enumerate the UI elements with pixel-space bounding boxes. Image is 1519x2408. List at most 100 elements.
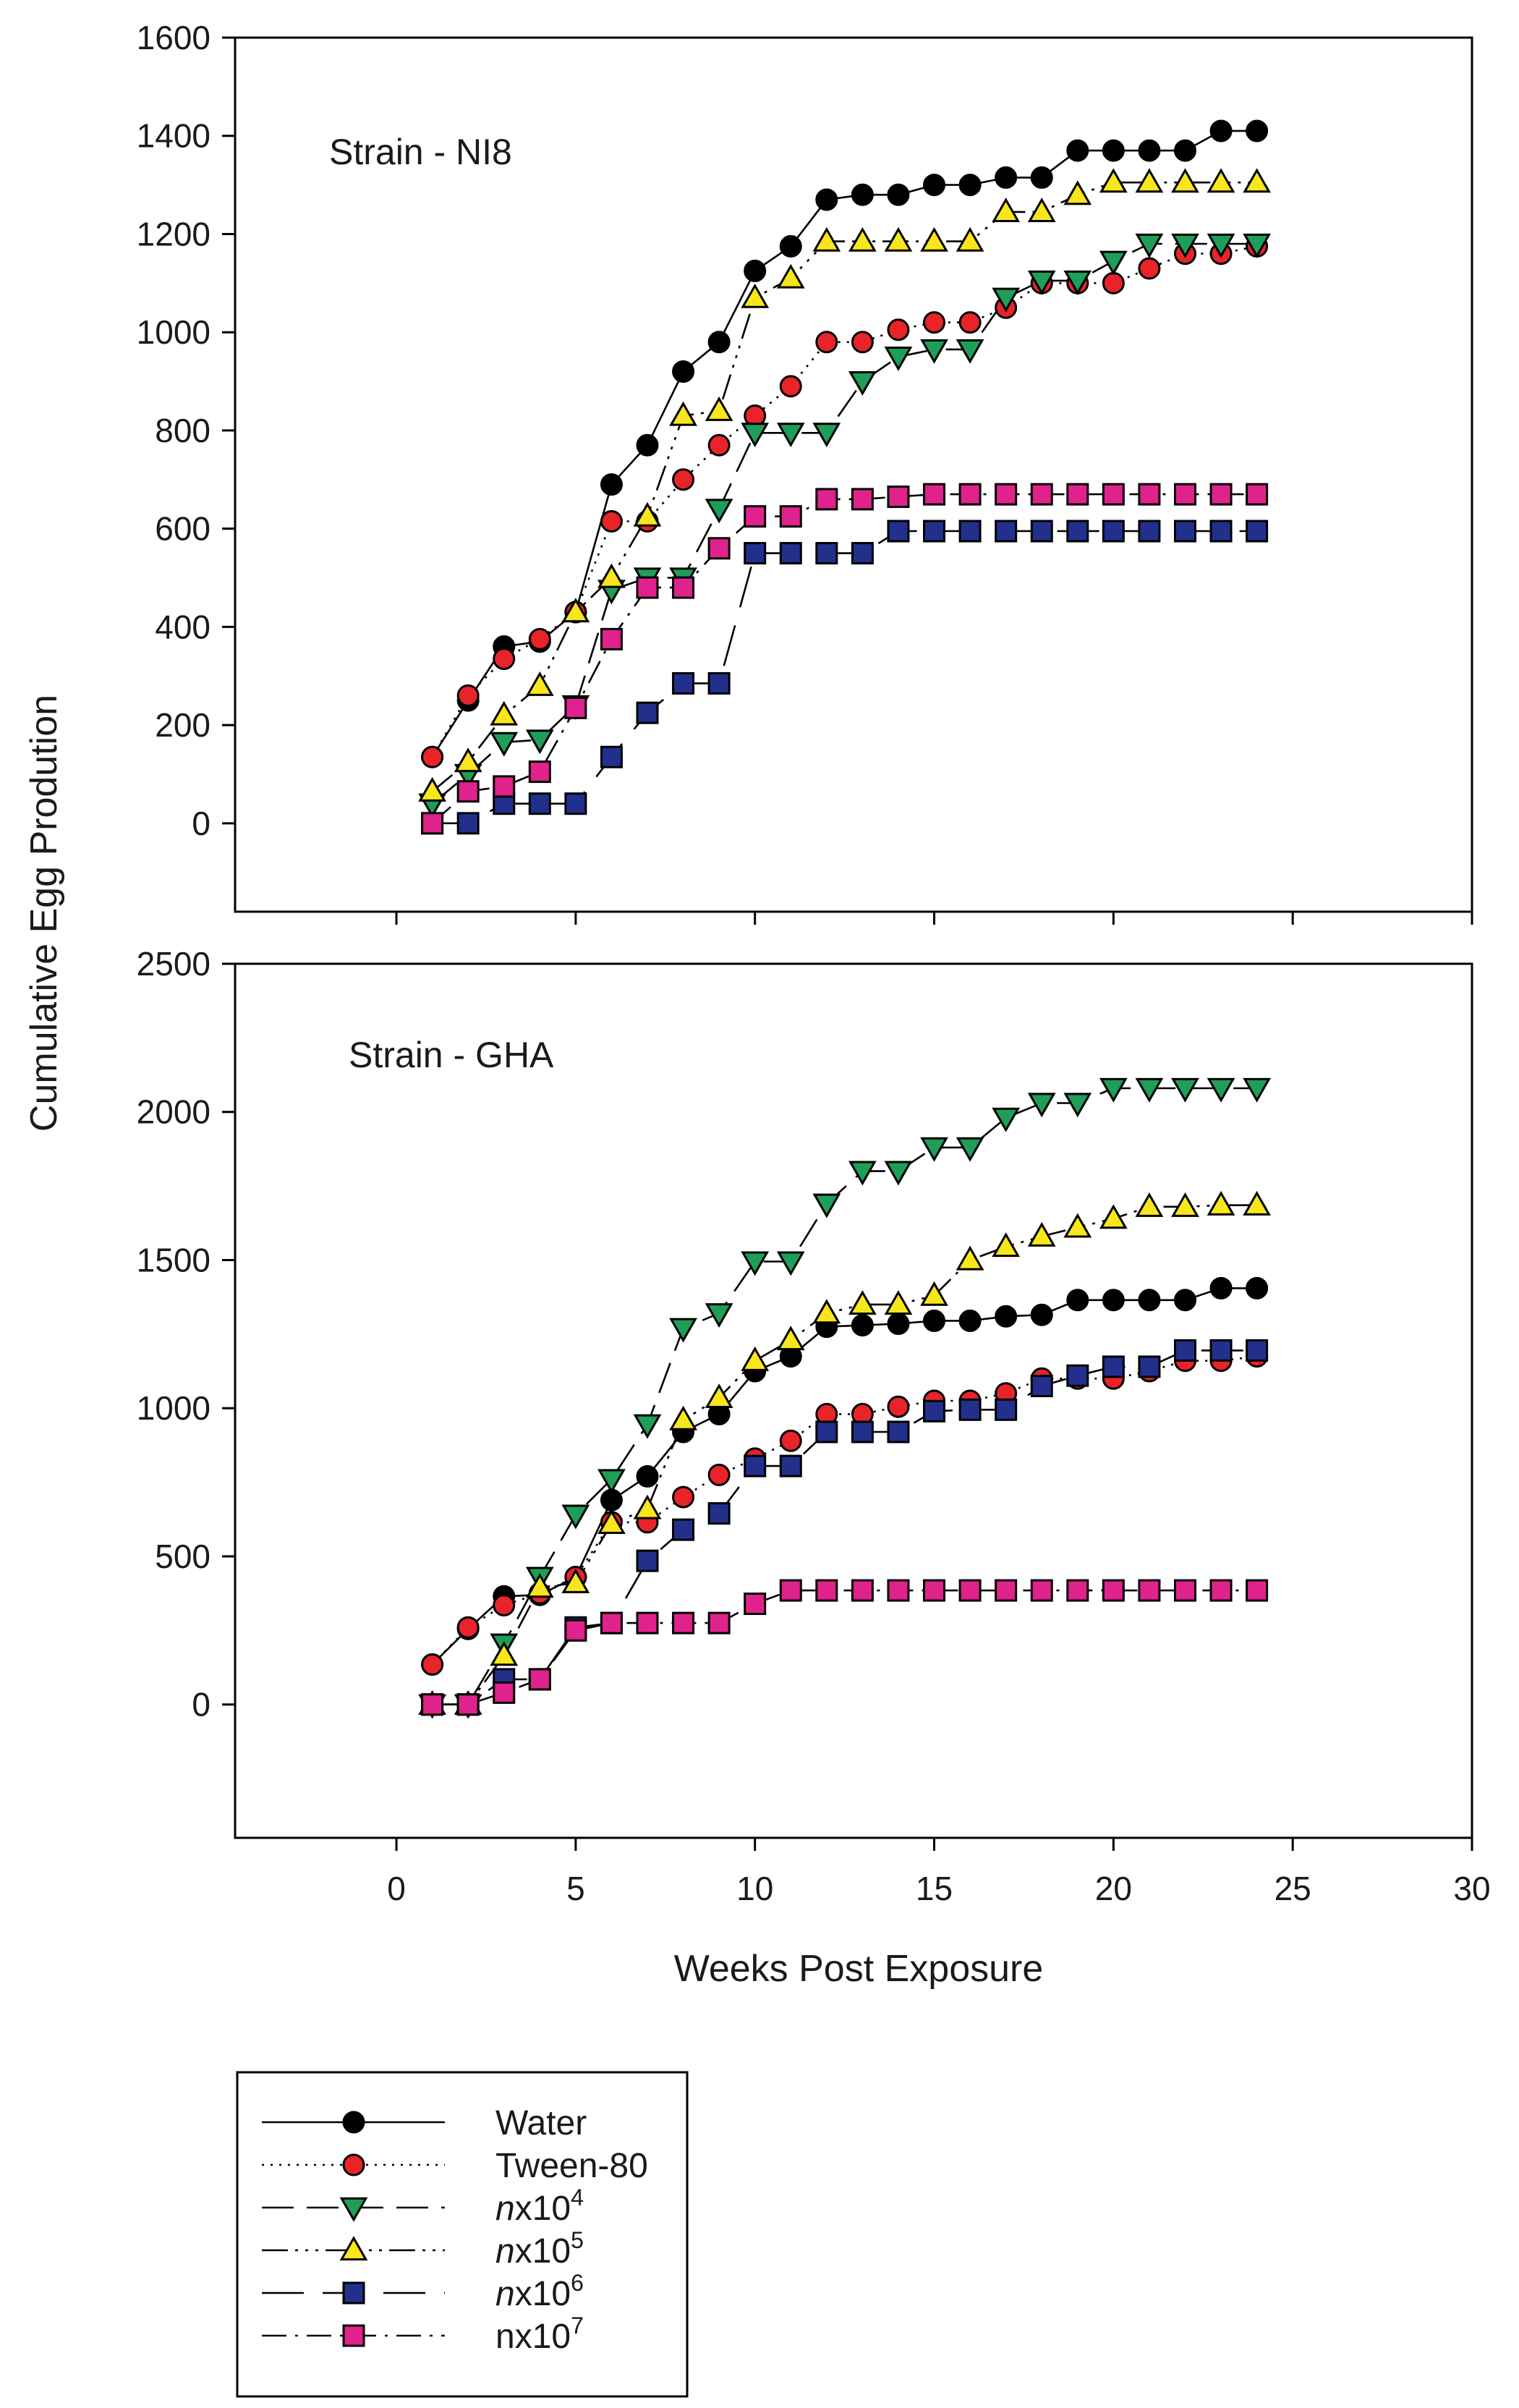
data-point-water xyxy=(923,1309,946,1332)
x-tick-label: 5 xyxy=(566,1870,585,1907)
y-tick-label: 0 xyxy=(192,1686,210,1724)
data-point-n7 xyxy=(421,1693,444,1716)
data-point-n6 xyxy=(887,520,910,543)
series-line-n5-ni8 xyxy=(431,181,1257,792)
data-point-tween xyxy=(528,627,551,650)
data-point-n5 xyxy=(812,1299,841,1324)
data-point-n4 xyxy=(992,287,1021,313)
data-point-n5 xyxy=(1171,1192,1199,1217)
data-point-n4 xyxy=(669,1318,697,1343)
data-point-n4 xyxy=(1063,270,1092,295)
data-point-tween xyxy=(707,433,731,457)
data-point-n4 xyxy=(920,339,948,364)
data-point-n6 xyxy=(1209,1339,1233,1362)
data-point-n4 xyxy=(741,423,770,448)
y-tick-label: 500 xyxy=(155,1538,210,1575)
data-point-n4 xyxy=(992,1107,1021,1132)
series-line-n6-gha xyxy=(432,1349,1257,1705)
data-point-n7 xyxy=(672,1611,695,1635)
x-tick-label: 0 xyxy=(387,1870,406,1907)
data-point-n4 xyxy=(490,732,519,757)
data-point-n7 xyxy=(995,483,1018,506)
data-point-n7 xyxy=(958,483,982,506)
series-line-water-gha xyxy=(431,1287,1257,1666)
data-point-water xyxy=(1030,1303,1053,1326)
data-point-tween xyxy=(1138,257,1161,280)
data-point-n7 xyxy=(528,760,551,784)
legend-label-water: Water xyxy=(495,2104,587,2142)
data-point-n5 xyxy=(956,226,984,252)
data-point-n5 xyxy=(669,401,697,426)
data-point-tween xyxy=(707,1463,731,1486)
data-point-water xyxy=(1102,1289,1125,1312)
data-point-tween xyxy=(1102,271,1125,294)
data-point-n7 xyxy=(636,1611,659,1635)
data-point-tween xyxy=(958,311,982,334)
data-point-n4 xyxy=(848,370,877,396)
data-point-tween xyxy=(851,331,874,354)
data-point-n4 xyxy=(956,339,984,364)
legend-label-superscript: 7 xyxy=(571,2312,584,2339)
data-point-n5 xyxy=(848,226,877,252)
data-point-n4 xyxy=(884,1161,913,1186)
data-point-n7 xyxy=(744,505,767,528)
legend-label-superscript: 6 xyxy=(571,2270,584,2296)
data-point-n5 xyxy=(741,1346,770,1371)
x-tick-label: 30 xyxy=(1453,1870,1490,1907)
data-point-n6 xyxy=(1246,1339,1269,1362)
y-tick-label: 800 xyxy=(155,412,210,449)
data-point-n6 xyxy=(958,1398,982,1421)
data-point-n7 xyxy=(815,488,838,511)
legend-label-base: x10 xyxy=(515,2189,571,2228)
data-point-n7 xyxy=(1066,1579,1089,1602)
y-tick-label: 1000 xyxy=(137,1389,210,1427)
data-point-n7 xyxy=(779,1579,802,1602)
data-point-tween xyxy=(456,684,480,707)
data-point-n6 xyxy=(636,1549,659,1572)
data-point-n5 xyxy=(597,1509,626,1535)
data-point-tween xyxy=(815,331,838,354)
data-point-tween xyxy=(779,1429,802,1452)
legend-label-base: x10 xyxy=(515,2232,571,2271)
data-point-n4 xyxy=(884,347,913,371)
data-point-water xyxy=(815,188,838,211)
data-point-water xyxy=(1102,139,1125,162)
data-point-n6 xyxy=(1173,520,1196,543)
data-point-n6 xyxy=(1138,520,1161,543)
data-point-water xyxy=(1246,119,1269,143)
data-point-n5 xyxy=(1027,1221,1056,1247)
y-tick-label: 1400 xyxy=(137,117,210,155)
data-point-n7 xyxy=(744,1593,767,1616)
data-point-n7 xyxy=(1209,1579,1233,1602)
data-point-n6 xyxy=(923,1399,946,1423)
data-point-n5 xyxy=(633,501,662,527)
data-point-n6 xyxy=(456,812,480,835)
data-point-n4 xyxy=(633,1414,662,1439)
data-point-tween xyxy=(887,318,910,342)
data-point-tween xyxy=(923,311,946,334)
y-tick-label: 200 xyxy=(155,706,210,744)
data-point-n4 xyxy=(1243,1077,1271,1103)
data-point-n6 xyxy=(1138,1355,1161,1378)
data-point-water xyxy=(887,183,910,206)
data-point-n6 xyxy=(851,1420,874,1443)
data-point-n6 xyxy=(1102,1355,1125,1378)
data-point-n5 xyxy=(992,1232,1021,1258)
data-point-n6 xyxy=(707,671,731,695)
data-point-n4 xyxy=(1243,233,1271,258)
data-point-tween xyxy=(421,745,444,768)
y-tick-label: 400 xyxy=(155,608,210,645)
data-point-water xyxy=(1173,1289,1196,1312)
data-point-n7 xyxy=(456,1693,480,1716)
y-axis-title: Cumulative Egg Prodution xyxy=(23,695,65,1132)
data-point-water xyxy=(1138,1289,1161,1312)
data-point-n5 xyxy=(741,283,770,308)
data-point-n5 xyxy=(884,1290,913,1315)
data-point-n7 xyxy=(887,486,910,509)
legend-label-n5: nx105 xyxy=(495,2227,584,2271)
data-point-water xyxy=(995,166,1018,189)
legend-marker-n7 xyxy=(342,2324,365,2347)
y-tick-label: 2000 xyxy=(137,1093,210,1131)
x-tick-label: 20 xyxy=(1095,1870,1132,1907)
